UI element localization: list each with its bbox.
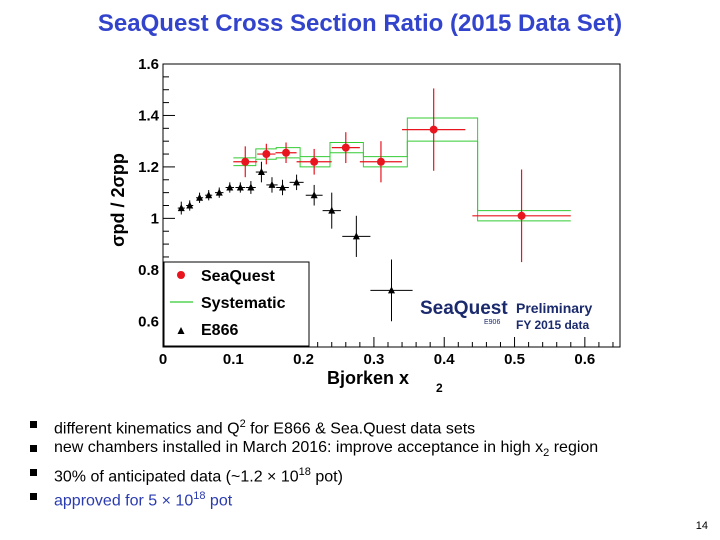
e866-point [236,183,244,191]
seaquest-point [241,157,250,166]
y-tick-label: 1.6 [138,56,159,73]
bullet-text: 30% of anticipated data (~1.2 × 10 [54,468,299,486]
y-tick-label: 1 [151,210,159,227]
seaquest-point [310,157,319,166]
e866-point [215,188,223,196]
e866-point [196,193,204,201]
seaquest-point [517,211,526,220]
preliminary-label: Preliminary [516,300,592,316]
bullet-superscript: 18 [193,490,206,502]
bullet-superscript: 18 [298,466,311,478]
seaquest-point [376,157,385,166]
bullet-text: for E866 & Sea.Quest data sets [245,420,476,438]
bullet-text: different kinematics and Q [54,420,240,438]
e866-point [226,183,234,191]
seaquest-point [262,150,271,159]
x-tick-label: 0.3 [363,351,384,368]
legend-systematic-label: Systematic [201,295,286,312]
bullet-item: different kinematics and Q2 for E866 & S… [30,412,710,438]
slide-title: SeaQuest Cross Section Ratio (2015 Data … [97,10,623,37]
bullet-item: approved for 5 × 1018 pot [30,484,710,510]
systematic-band-high [233,117,571,212]
bullet-subscript: 2 [543,447,550,460]
bullet-text: pot [205,492,233,510]
seaquest-logo-sub: E906 [484,319,500,326]
e866-point [268,180,276,188]
x-tick-label: 0.6 [574,351,595,368]
e866-point [186,201,194,209]
e866-point [310,191,318,199]
seaquest-logo-text: SeaQuest [420,298,508,319]
seaquest-point [282,148,291,157]
e866-point [247,183,255,191]
legend-e866-marker [177,327,185,334]
y-tick-label: 0.6 [138,313,159,330]
x-tick-label: 0.2 [293,351,314,368]
bullet-marker-icon [30,469,37,476]
x-tick-label: 0.5 [504,351,525,368]
ratio-chart: 0 0.1 0.2 0.3 0.4 0.5 0.6 0.6 0.8 1 1.2 1.4 1.6 SeaQ… [108,56,621,395]
e866-point [205,191,213,199]
e866-point [328,206,336,214]
x-tick-label: 0.1 [223,351,244,368]
e866-point [279,183,287,191]
x-tick-label: 0 [159,351,167,368]
bullet-text: pot) [310,468,343,486]
bullet-text: approved for 5 × 10 [54,492,194,510]
bullet-item: 30% of anticipated data (~1.2 × 1018 pot… [30,460,710,486]
seaquest-point [341,143,350,152]
legend-seaquest-label: SeaQuest [201,268,275,285]
bullet-text: new chambers installed in March 2016: im… [54,439,544,456]
bullet-marker-icon [30,445,37,452]
y-axis-label: σpd / 2σpp [108,153,128,247]
e866-point [293,178,301,186]
y-tick-label: 1.4 [138,107,160,124]
e866-point [388,286,395,294]
bullet-list: different kinematics and Q2 for E866 & S… [30,412,710,510]
bullet-marker-icon [30,421,37,428]
seaquest-point [429,125,438,134]
x-axis-label: Bjorken x [327,368,409,388]
bullet-text: region [549,439,599,456]
x-axis-label-subscript: 2 [436,381,443,395]
dataset-label: FY 2015 data [516,318,589,332]
e866-point [257,168,265,176]
page-number: 14 [695,520,708,532]
legend-seaquest-marker [177,271,185,279]
y-tick-label: 1.2 [138,159,159,176]
legend-box [163,261,310,347]
y-tick-label: 0.8 [138,262,159,279]
bullet-item: new chambers installed in March 2016: im… [30,436,710,460]
bullet-superscript: 2 [239,418,246,430]
e866-point [177,204,185,212]
e866-point [352,232,360,240]
x-tick-label: 0.4 [434,351,456,368]
legend-e866-label: E866 [201,322,238,339]
bullet-marker-icon [30,493,37,500]
